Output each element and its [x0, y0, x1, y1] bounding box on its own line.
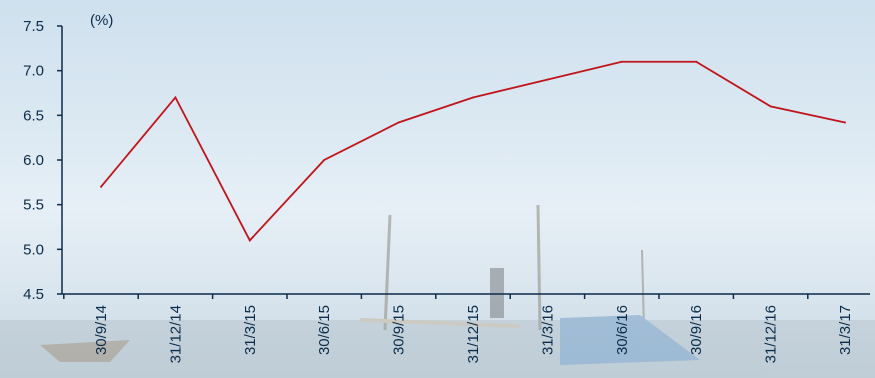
unit-label: (%) [90, 12, 113, 29]
y-tick-label: 6.0 [23, 152, 44, 169]
data-point [769, 105, 772, 108]
x-tick-label: 30/9/14 [93, 305, 110, 355]
background-scene [0, 204, 875, 378]
x-tick-label: 31/12/15 [465, 305, 482, 363]
x-tick-label: 30/6/16 [614, 305, 631, 355]
y-tick-label: 7.0 [23, 63, 44, 80]
y-tick-label: 4.5 [23, 286, 44, 303]
data-point [323, 159, 326, 161]
x-tick-label: 31/3/17 [837, 305, 854, 355]
series-line [100, 60, 846, 242]
data-point [695, 60, 698, 63]
y-axis: 4.5 5.0 5.5 6.0 6.5 7.0 7.5 [23, 18, 63, 303]
x-axis: 30/9/14 31/12/14 31/3/15 30/6/15 30/9/15 31/1… [62, 293, 870, 363]
x-tick-label: 30/9/15 [391, 305, 408, 355]
data-point [620, 60, 623, 63]
y-tick-label: 5.0 [23, 241, 44, 258]
data-point [472, 96, 474, 99]
y-tick-label: 6.5 [23, 107, 44, 124]
series-layer [100, 60, 846, 242]
y-tick-label: 7.5 [23, 18, 44, 35]
data-point [397, 121, 400, 124]
x-tick-label: 31/12/16 [763, 305, 780, 363]
x-tick-label: 31/12/14 [167, 305, 184, 363]
data-point [844, 121, 846, 124]
data-point [546, 78, 549, 81]
data-point [174, 96, 177, 99]
x-tick-label: 31/3/16 [539, 305, 556, 355]
x-tick-label: 31/3/15 [242, 305, 259, 355]
x-tick-label: 30/6/15 [316, 305, 333, 355]
y-tick-label: 5.5 [23, 197, 44, 214]
data-point [248, 239, 251, 242]
data-point [100, 185, 102, 188]
x-tick-label: 30/9/16 [688, 305, 705, 355]
